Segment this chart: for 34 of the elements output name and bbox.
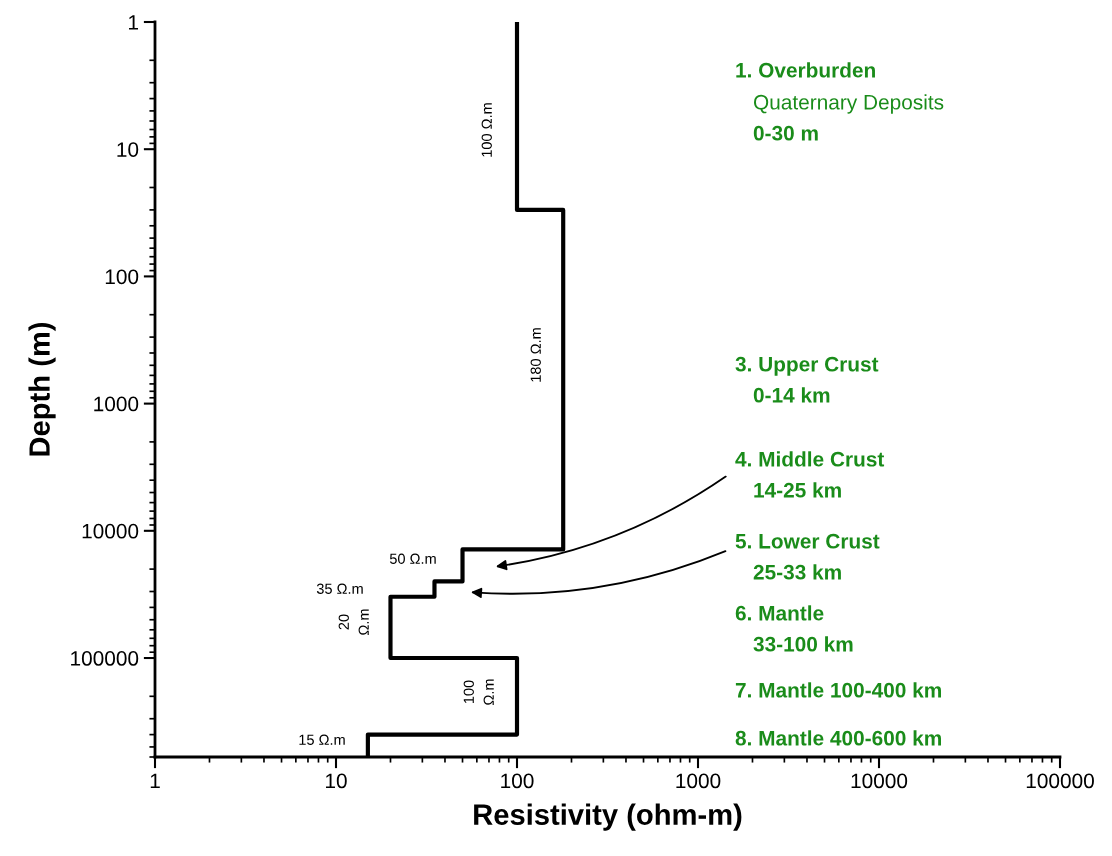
x-axis-title: Resistivity (ohm-m) bbox=[474, 803, 742, 831]
x-tick-label: 100 bbox=[501, 773, 534, 789]
y-tick-label: 100000 bbox=[71, 651, 139, 666]
annotation: 5. Lower Crust bbox=[735, 533, 880, 549]
y-tick-label: 1 bbox=[129, 15, 139, 30]
annotation: 6. Mantle bbox=[735, 605, 824, 621]
annotation: 0-30 m bbox=[753, 125, 818, 141]
y-tick-label: 1000 bbox=[94, 396, 139, 412]
annotation: 1. Overburden bbox=[736, 62, 875, 78]
annotation: 100 Ω.m bbox=[481, 103, 492, 157]
annotation: 4. Middle Crust bbox=[735, 451, 885, 467]
annotation: Quaternary Deposits bbox=[753, 94, 944, 114]
annotation: 25-33 km bbox=[753, 564, 841, 580]
annotation: 50 Ω.m bbox=[389, 553, 436, 564]
annotation: 15 Ω.m bbox=[299, 734, 345, 745]
annotation: 20 Ω.m bbox=[338, 609, 369, 635]
annotation: 0-14 km bbox=[753, 387, 830, 403]
y-tick-label: 10 bbox=[117, 142, 139, 157]
annotation: 8. Mantle 400-600 km bbox=[735, 730, 941, 746]
y-axis-title: Depth (m) bbox=[28, 322, 56, 456]
x-tick-label: 1000 bbox=[676, 773, 721, 789]
x-tick-label: 100000 bbox=[1026, 773, 1094, 789]
annotation: 14-25 km bbox=[754, 482, 841, 498]
y-tick-label: 10000 bbox=[82, 523, 139, 539]
annotation: 180 Ω.m bbox=[530, 328, 541, 382]
annotation: 7. Mantle 100-400 km bbox=[735, 682, 941, 698]
x-tick-label: 10000 bbox=[851, 773, 908, 789]
annotation: 3. Upper Crust bbox=[735, 356, 879, 376]
x-tick-label: 1 bbox=[150, 773, 160, 789]
y-tick-label: 100 bbox=[105, 269, 139, 285]
x-tick-label: 10 bbox=[326, 773, 347, 789]
annotation: 35 Ω.m bbox=[316, 583, 363, 594]
annotation: 100 Ω.m bbox=[463, 679, 494, 705]
annotation: 33-100 km bbox=[753, 636, 853, 652]
